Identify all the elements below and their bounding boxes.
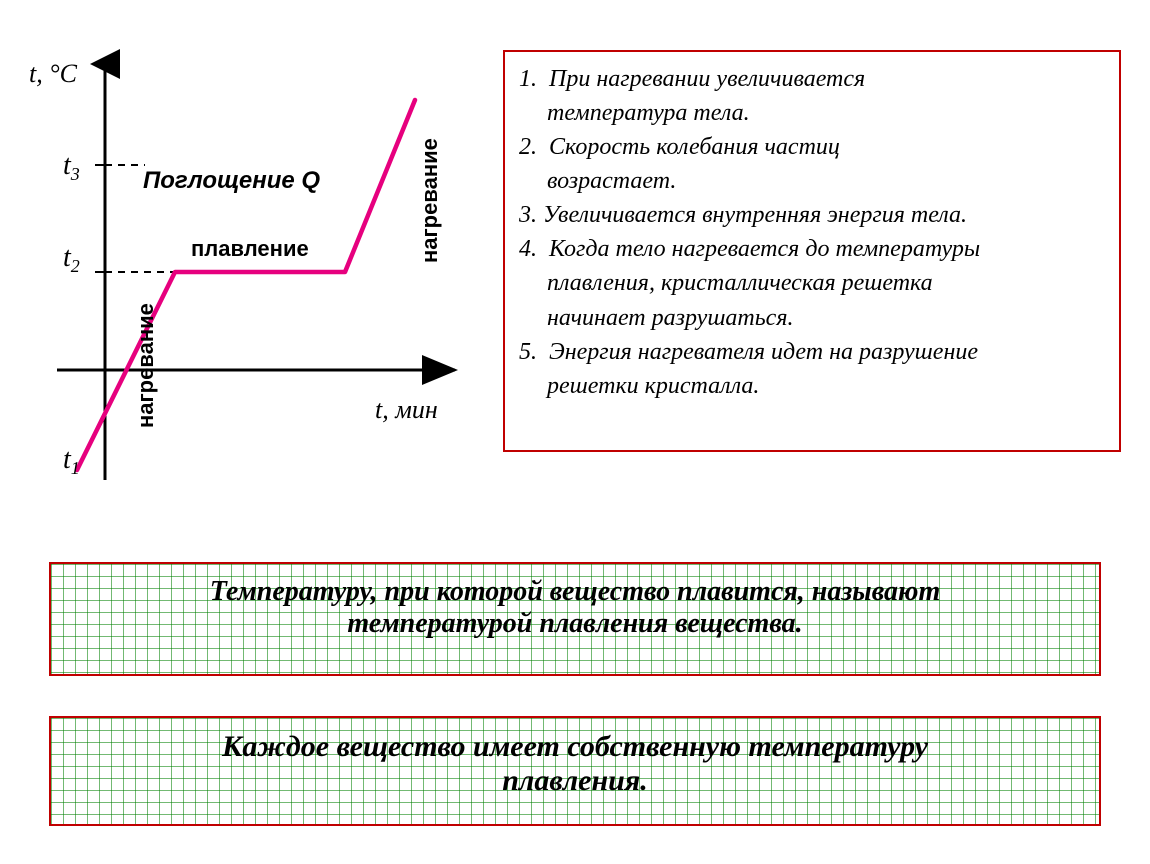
info-item-1: 1. При нагревании увеличивается — [519, 62, 1105, 96]
tick-label-t2: t2 — [63, 242, 80, 276]
callout2-text: Каждое вещество имеет собственную темпер… — [69, 730, 1081, 798]
callout-definition: Температуру, при которой вещество плавит… — [49, 562, 1101, 676]
callout1-line2: температурой плавления вещества. — [69, 608, 1081, 640]
tick-label-t1: t1 — [63, 444, 80, 478]
callout-statement: Каждое вещество имеет собственную темпер… — [49, 716, 1101, 826]
heating-label-2: нагревание — [417, 138, 442, 263]
info-box: 1. При нагревании увеличивается температ… — [503, 50, 1121, 452]
info-item-4: 4. Когда тело нагревается до температуры — [519, 232, 1105, 266]
callout1-line1: Температуру, при которой вещество плавит… — [69, 576, 1081, 608]
temperature-curve — [77, 100, 415, 470]
melting-chart: t, °C t, мин t3 t2 t1 Поглощение Q плавл… — [15, 40, 485, 510]
absorption-label: Поглощение Q — [143, 167, 320, 194]
melting-label: плавление — [191, 236, 309, 261]
info-item-2: 2. Скорость колебания частиц — [519, 130, 1105, 164]
y-axis-label: t, °C — [29, 59, 78, 88]
callout1-text: Температуру, при которой вещество плавит… — [69, 576, 1081, 640]
info-item-5: 5. Энергия нагревателя идет на разрушени… — [519, 335, 1105, 369]
callout2-line1: Каждое вещество имеет собственную темпер… — [69, 730, 1081, 764]
page-container: t, °C t, мин t3 t2 t1 Поглощение Q плавл… — [0, 0, 1150, 864]
info-item-2b: возрастает. — [519, 164, 1105, 198]
info-item-4b: плавления, кристаллическая решетка — [519, 266, 1105, 300]
chart-svg: t, °C t, мин t3 t2 t1 Поглощение Q плавл… — [15, 40, 485, 510]
callout2-line2: плавления. — [69, 764, 1081, 798]
info-item-5b: решетки кристалла. — [519, 369, 1105, 403]
info-item-1b: температура тела. — [519, 96, 1105, 130]
heating-label-1: нагревание — [133, 303, 158, 428]
tick-label-t3: t3 — [63, 150, 80, 184]
info-item-4c: начинает разрушаться. — [519, 301, 1105, 335]
info-item-3: 3. Увеличивается внутренняя энергия тела… — [519, 198, 1105, 232]
x-axis-label: t, мин — [375, 395, 438, 424]
